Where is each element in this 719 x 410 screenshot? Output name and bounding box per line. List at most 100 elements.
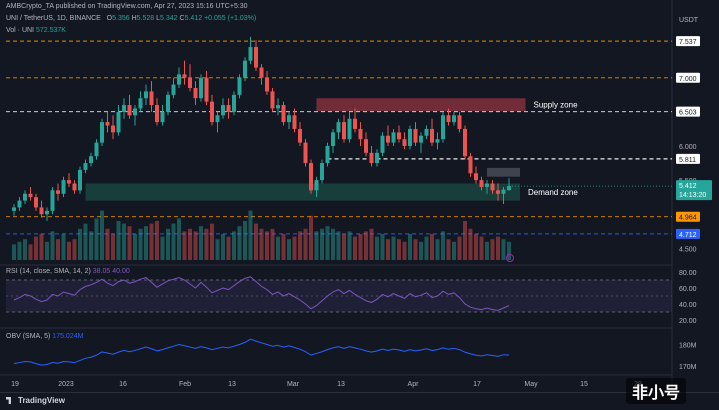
candle-body [364,139,368,153]
candle-body [100,122,104,143]
rsi-tick-label: 20.00 [679,318,697,325]
candle-body [199,77,203,99]
candle-body [215,115,220,123]
obv-line [13,338,510,366]
volume-bar [265,231,269,260]
candle-body [375,152,379,164]
volume-bar [17,241,22,260]
ohlc-open: 5.356 [112,15,130,22]
candle-body [507,186,511,190]
price-tag-bg [676,228,700,239]
obv-value: 175.024M [52,333,84,340]
rsi-value: 38.05 [92,268,111,275]
candle-body [501,189,506,194]
volume-bar [89,231,93,260]
candle-body [45,210,49,215]
volume-bar [23,239,27,260]
footer-bar [0,392,719,410]
time-axis-label: 19 [11,381,19,388]
candle-body [17,200,22,208]
candle-body [67,180,71,184]
price-tag-bg [676,153,700,164]
demand-zone-label: Demand zone [528,188,578,197]
volume-bar [39,234,44,260]
candle-body [12,207,16,211]
volume-bar [50,231,55,260]
candle-body [463,128,467,157]
current-price-label: 5.412 [679,183,697,190]
candle-body [413,128,418,143]
candle-body [50,190,55,211]
supply-zone-box [316,98,526,112]
candle-body [177,74,181,85]
volume-bar [446,239,451,260]
candle-body [248,47,253,61]
time-axis-label: Mar [287,381,300,388]
candle-body [83,163,88,170]
volume-bar [479,236,484,260]
candle-body [193,88,198,99]
ohlc-high: 5.528 [136,15,155,22]
tradingview-logo[interactable]: TradingView [6,396,65,405]
volume-bar [226,236,231,260]
price-tick-label: 6.503 [679,110,697,117]
volume-bar [397,239,401,260]
rsi-line [13,276,510,311]
candle-body [358,128,363,140]
candle-body [342,122,346,140]
candle-body [61,180,66,194]
candle-body [474,173,478,181]
candle-body [39,207,44,215]
candle-body [243,60,247,78]
candle-body [325,146,330,164]
candle-body [314,180,319,191]
candle-body [479,180,484,187]
candle-body [226,105,231,112]
volume-bar [254,223,258,260]
price-tick-label: 4.964 [679,215,697,222]
price-tag-bg [676,72,700,83]
ticker-ohlc-line[interactable]: UNI / TetherUS, 1D, BINANCE O5.356 H5.52… [6,15,256,22]
volume-bar [314,231,319,260]
rsi-extra-value: 40.00 [112,268,130,275]
price-tag-bg [676,106,700,117]
candle-body [166,94,170,112]
price-tick-label: 4.500 [679,246,697,253]
candle-body [468,156,473,174]
volume-bar [116,221,121,260]
current-price-tag-bg [676,180,712,201]
price-tick-label: 4.712 [679,232,697,239]
candle-body [298,128,302,143]
volume-bar [452,241,456,260]
candle-body [287,115,291,123]
price-tick-label: 7.537 [679,39,697,46]
volume-legend[interactable]: Vol · UNI 572.537K [6,27,66,34]
ticker-name[interactable]: UNI / TetherUS, 1D, BINANCE [6,15,101,22]
volume-bar [507,241,511,260]
volume-bar [56,239,60,260]
candle-body [171,84,176,95]
obv-legend[interactable]: OBV (SMA, 5) 175.024M [6,333,83,340]
ohlc-low: 5.342 [160,15,178,22]
price-tag-bg [676,36,700,47]
rsi-label: RSI (14, close, SMA, 14, 2) [6,268,91,275]
candle-body [105,122,110,126]
volume-bar [276,236,280,260]
candle-body [457,115,462,129]
rsi-legend[interactable]: RSI (14, close, SMA, 14, 2) 38.05 40.00 [6,268,130,275]
candle-body [292,115,297,129]
candle-body [408,128,412,146]
volume-bar [155,221,159,260]
obv-label: OBV (SMA, 5) [6,333,51,340]
candle-body [221,105,225,116]
volume-bar [105,228,110,260]
ohlc-close: 5.412 [184,15,203,22]
volume-bar [309,215,313,260]
volume-bar [83,223,88,260]
volume-bar [463,221,467,260]
volume-bar [232,231,236,260]
candle-body [347,118,352,140]
candle-body [138,98,143,109]
candle-body [424,128,429,136]
